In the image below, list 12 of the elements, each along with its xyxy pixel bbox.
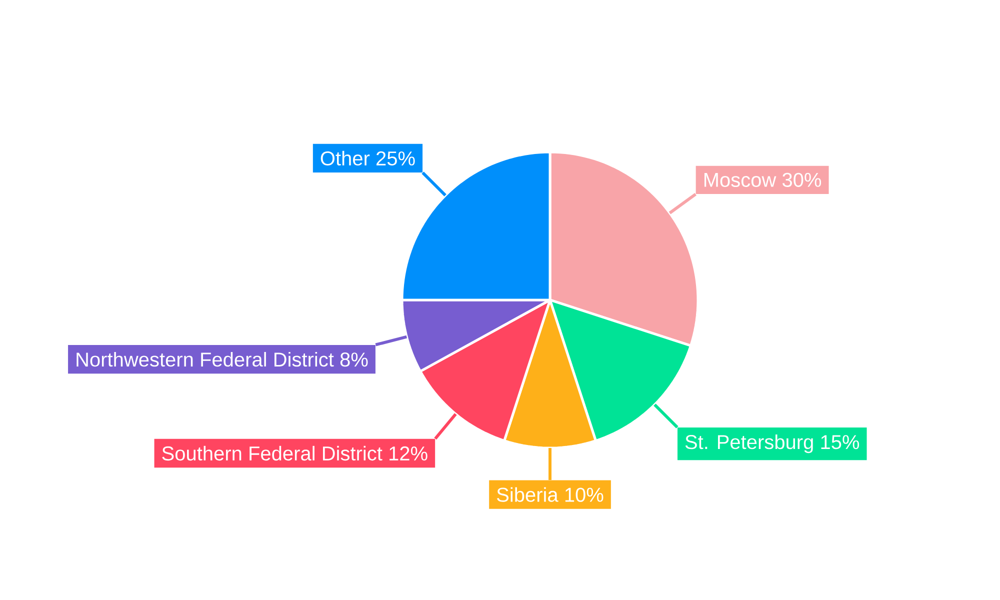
slice-label: Southern Federal District bbox=[162, 446, 382, 461]
slice-label: Siberia bbox=[496, 487, 558, 502]
slice-label: Northwestern Federal District bbox=[76, 352, 334, 367]
data-label: 15% bbox=[821, 435, 860, 450]
data-label: 30% bbox=[782, 172, 822, 187]
data-label: 10% bbox=[565, 488, 604, 502]
slice-label: St. Petersburg bbox=[685, 434, 813, 454]
data-label: 8% bbox=[340, 352, 368, 367]
slice-label: Moscow bbox=[704, 173, 776, 187]
slice-label: Other bbox=[320, 150, 370, 166]
data-label: 12% bbox=[390, 446, 428, 460]
data-label: 25% bbox=[376, 151, 415, 166]
